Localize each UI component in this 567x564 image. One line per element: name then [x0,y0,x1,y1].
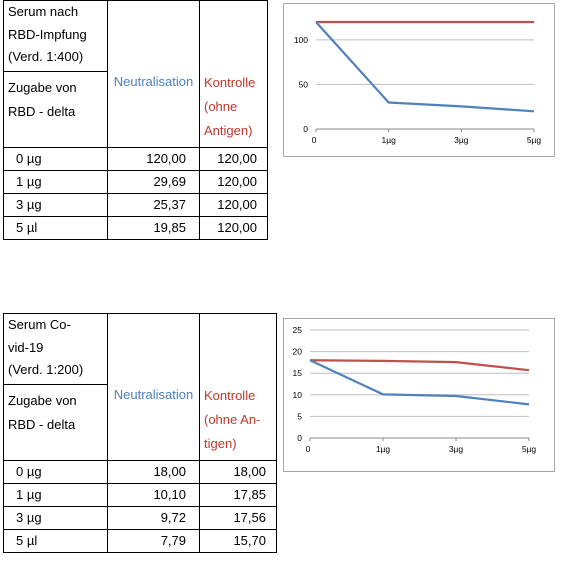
row-header-cell: Zugabe von RBD - delta [3,384,108,461]
kontrolle-line: Kontrolle [204,388,256,403]
x-tick-label: 1µg [376,444,391,454]
neut-value: 19,85 [107,216,200,240]
row-header-cell: Zugabe von RBD - delta [3,71,108,148]
table-row: 3 µg 9,72 17,56 [3,506,277,530]
table-row: 3 µg 25,37 120,00 [3,193,268,217]
kontrolle-line: tigen) [204,436,237,451]
y-tick-label: 100 [294,35,308,45]
neut-value: 29,69 [107,170,200,194]
kontr-value: 120,00 [199,147,268,171]
x-tick-label: 3µg [449,444,464,454]
neut-value: 7,79 [107,529,200,553]
kontr-value: 120,00 [199,170,268,194]
dose-label: 1 µg [3,483,108,507]
y-tick-label: 50 [299,79,309,89]
kontrolle-line: Kontrolle [204,75,256,90]
series-neutralisation-line [309,359,530,406]
neut-value: 120,00 [107,147,200,171]
neut-value: 18,00 [107,460,200,484]
col-header-neutralisation: Neutralisation [113,387,194,402]
neut-value: 10,10 [107,483,200,507]
row-header-line: RBD - delta [8,416,76,432]
serum-header-line: Serum Co- [8,317,71,332]
serum-header-cell: Serum Co- vid-19 (Verd. 1:200) [3,313,108,385]
table-row: 0 µg 120,00 120,00 [3,147,268,171]
row-header-row: Zugabe von RBD - delta [3,71,268,148]
table-row: 1 µg 29,69 120,00 [3,170,268,194]
y-tick-label: 25 [293,325,303,335]
neut-value: 25,37 [107,193,200,217]
series-neutralisation-line [315,21,535,113]
serum-header-line: (Verd. 1:400) [8,49,84,64]
dose-label: 3 µg [3,506,108,530]
empty-header-cell-2: Kontrolle (ohne An- tigen) [199,313,277,461]
chart-2-frame: 0 5 10 15 20 25 0 1µg 3µg 5µg [283,318,555,472]
empty-header-cell: Neutralisation [107,0,200,148]
x-tick-label: 5µg [522,444,537,454]
kontr-value: 18,00 [199,460,277,484]
neut-value: 9,72 [107,506,200,530]
kontrolle-line: Antigen) [204,123,253,138]
empty-header-cell: Neutralisation [107,313,200,461]
kontr-value: 120,00 [199,216,268,240]
dose-label: 1 µg [3,170,108,194]
col-header-kontrolle: Kontrolle (ohne Antigen) [204,71,263,143]
table-row: 5 µl 7,79 15,70 [3,529,277,553]
x-tick-label: 0 [312,135,317,145]
x-tick-label: 0 [306,444,311,454]
kontrolle-line: (ohne [204,99,238,114]
kontr-value: 17,85 [199,483,277,507]
serum-header-line: (Verd. 1:200) [8,362,84,377]
table-row: 5 µl 19,85 120,00 [3,216,268,240]
y-tick-label: 0 [297,433,302,443]
chart-2: 0 5 10 15 20 25 0 1µg 3µg 5µg [293,325,537,454]
table-header-row: Serum nach RBD-Impfung (Verd. 1:400) Neu… [3,0,268,148]
row-header-line: Zugabe von [8,80,77,95]
series-kontrolle-line [309,359,530,372]
y-tick-label: 15 [293,368,303,378]
x-tick-label: 1µg [381,135,396,145]
table-header-row: Serum Co- vid-19 (Verd. 1:200) Neutralis… [3,313,277,461]
data-table: Serum nach RBD-Impfung (Verd. 1:400) Neu… [3,0,268,240]
col-header-neutralisation: Neutralisation [113,74,194,89]
x-tick-label: 5µg [527,135,542,145]
y-tick-label: 0 [303,124,308,134]
x-tick-label: 3µg [454,135,469,145]
row-header-line: RBD - delta [8,103,76,119]
dose-label: 0 µg [3,147,108,171]
y-tick-label: 20 [293,347,303,357]
dose-label: 5 µl [3,216,108,240]
chart-1-frame: 0 50 100 0 1µg 3µg 5µg [283,3,555,157]
block-rbd-impfung: Serum nach RBD-Impfung (Verd. 1:400) Neu… [0,0,567,250]
table-row: 0 µg 18,00 18,00 [3,460,277,484]
kontr-value: 120,00 [199,193,268,217]
data-table: Serum Co- vid-19 (Verd. 1:200) Neutralis… [3,313,277,553]
dose-label: 5 µl [3,529,108,553]
serum-header-cell: Serum nach RBD-Impfung (Verd. 1:400) [3,0,108,72]
kontrolle-line: (ohne An- [204,412,261,427]
dose-label: 0 µg [3,460,108,484]
chart-1: 0 50 100 0 1µg 3µg 5µg [294,20,542,145]
y-tick-label: 5 [297,411,302,421]
serum-header-line: Serum nach [8,4,79,19]
serum-header-line: RBD-Impfung [8,26,87,42]
table-row: 1 µg 10,10 17,85 [3,483,277,507]
kontr-value: 15,70 [199,529,277,553]
col-header-kontrolle: Kontrolle (ohne An- tigen) [204,384,272,456]
block-covid-19: Serum Co- vid-19 (Verd. 1:200) Neutralis… [0,313,567,563]
row-header-line: Zugabe von [8,393,77,408]
serum-header-line: vid-19 [8,339,44,355]
kontr-value: 17,56 [199,506,277,530]
y-tick-label: 10 [293,390,303,400]
dose-label: 3 µg [3,193,108,217]
empty-header-cell-2: Kontrolle (ohne Antigen) [199,0,268,148]
